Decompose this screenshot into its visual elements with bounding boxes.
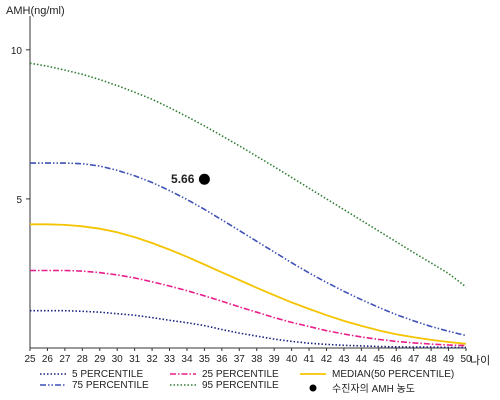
x-tick-label: 36 (216, 354, 228, 365)
y-tick-label: 10 (11, 46, 23, 57)
legend-label-4: 95 PERCENTILE (202, 380, 279, 391)
patient-point-label: 5.66 (171, 172, 195, 186)
legend-point-marker (309, 384, 317, 392)
series-line-4 (29, 62, 467, 288)
legend-point-label: 수진자의 AMH 농도 (332, 383, 415, 395)
series-line-2 (30, 223, 467, 345)
series-line-3 (30, 162, 467, 337)
x-tick-label: 40 (286, 354, 298, 365)
x-tick-label: 26 (42, 354, 54, 365)
y-tick-label: 5 (16, 195, 22, 206)
x-tick-label: 47 (408, 354, 420, 365)
legend-label-1: 25 PERCENTILE (202, 369, 279, 380)
x-tick-label: 39 (269, 354, 281, 365)
legend-label-0: 5 PERCENTILE (72, 369, 143, 380)
x-tick-label: 43 (338, 354, 350, 365)
x-tick-label: 37 (234, 354, 246, 365)
legend-label-3: 75 PERCENTILE (72, 380, 149, 391)
plot-area: 5.66 (29, 16, 467, 349)
patient-point (198, 173, 210, 185)
y-axis-title: AMH(ng/ml) (6, 5, 65, 17)
x-tick-label: 48 (426, 354, 438, 365)
x-tick-label: 46 (391, 354, 403, 365)
x-tick-label: 33 (164, 354, 176, 365)
x-tick-label: 44 (356, 354, 368, 365)
series-line-1 (30, 269, 467, 347)
x-tick-label: 31 (129, 354, 141, 365)
x-tick-label: 34 (181, 354, 193, 365)
x-tick-label: 32 (147, 354, 159, 365)
x-tick-label: 29 (94, 354, 106, 365)
x-tick-label: 28 (77, 354, 89, 365)
x-tick-label: 35 (199, 354, 211, 365)
x-tick-label: 42 (321, 354, 333, 365)
x-tick-label: 25 (24, 354, 36, 365)
y-axis-ticks: 5 10 (11, 46, 30, 206)
x-axis-ticks: 25 26 27 28 29 30 31 32 33 34 35 36 37 38 39 40 41 42 43 44… (24, 348, 472, 365)
x-tick-label: 27 (59, 354, 71, 365)
x-tick-label: 38 (251, 354, 263, 365)
x-axis-title: 나이 (470, 354, 490, 367)
legend-label-2: MEDIAN(50 PERCENTILE) (332, 369, 454, 380)
x-tick-label: 45 (373, 354, 385, 365)
x-tick-label: 49 (443, 354, 455, 365)
legend: 5 PERCENTILE 25 PERCENTILE MEDIAN(50 PERCE… (40, 369, 454, 395)
x-tick-label: 41 (303, 354, 315, 365)
x-tick-label: 50 (460, 354, 472, 365)
x-tick-label: 30 (112, 354, 124, 365)
